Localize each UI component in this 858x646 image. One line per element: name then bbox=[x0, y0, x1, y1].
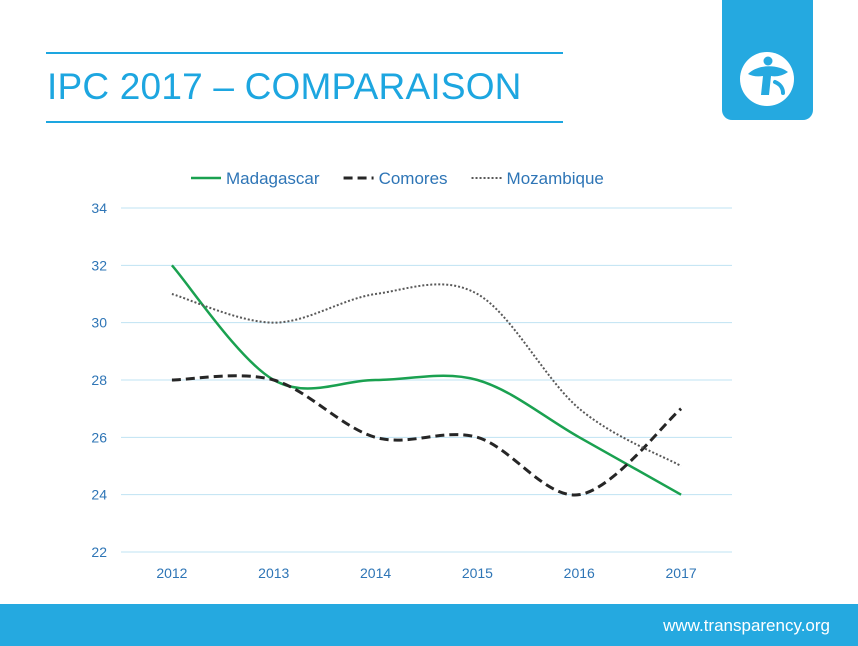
title-top-rule bbox=[46, 52, 563, 54]
legend-item-comores: Comores bbox=[343, 169, 448, 188]
y-tick-label: 30 bbox=[91, 315, 107, 331]
y-tick-label: 26 bbox=[91, 429, 107, 445]
y-tick-label: 24 bbox=[91, 487, 107, 503]
x-tick-label: 2013 bbox=[258, 565, 289, 581]
x-tick-label: 2017 bbox=[666, 565, 697, 581]
y-tick-label: 32 bbox=[91, 257, 107, 273]
x-tick-label: 2016 bbox=[564, 565, 595, 581]
logo-tab bbox=[722, 0, 813, 120]
x-tick-label: 2014 bbox=[360, 565, 391, 581]
y-tick-label: 28 bbox=[91, 372, 107, 388]
series-line-madagascar bbox=[170, 264, 682, 496]
y-tick-label: 34 bbox=[91, 200, 107, 216]
title-bottom-rule bbox=[46, 121, 563, 123]
y-axis-ticks: 22 24 26 28 30 32 34 bbox=[91, 200, 107, 560]
line-chart: Madagascar Comores Mozambique 22 24 26 28 30 32… bbox=[91, 169, 732, 581]
slide-title: IPC 2017 – COMPARAISON bbox=[47, 66, 522, 107]
legend-label: Madagascar bbox=[226, 169, 320, 188]
gridlines bbox=[121, 207, 732, 553]
series-lines bbox=[170, 264, 683, 497]
legend-label: Mozambique bbox=[507, 169, 604, 188]
transparency-international-globe-icon bbox=[740, 52, 794, 106]
legend-item-madagascar: Madagascar bbox=[191, 169, 320, 188]
legend-label: Comores bbox=[379, 169, 448, 188]
footer-bar: www.transparency.org bbox=[0, 604, 858, 646]
x-tick-label: 2012 bbox=[156, 565, 187, 581]
y-tick-label: 22 bbox=[91, 544, 107, 560]
series-line-comores bbox=[171, 374, 683, 497]
x-axis-ticks: 2012 2013 2014 2015 2016 2017 bbox=[156, 565, 697, 581]
chart-legend: Madagascar Comores Mozambique bbox=[191, 169, 604, 188]
x-tick-label: 2015 bbox=[462, 565, 493, 581]
footer-url[interactable]: www.transparency.org bbox=[663, 616, 830, 635]
series-line-mozambique bbox=[171, 283, 682, 467]
legend-item-mozambique: Mozambique bbox=[471, 169, 604, 188]
